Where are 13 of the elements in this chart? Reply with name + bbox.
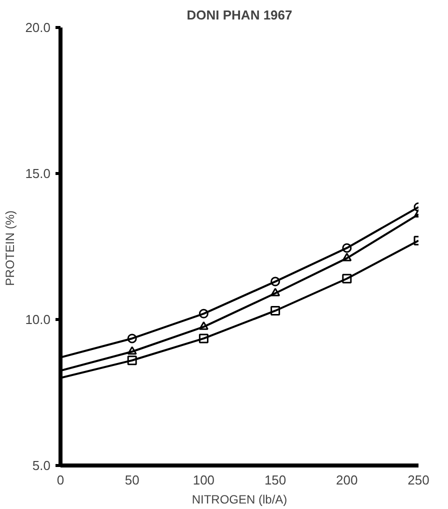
x-tick-label: 0 bbox=[56, 472, 64, 488]
x-tick-label: 50 bbox=[124, 472, 140, 488]
y-tick-label: 10.0 bbox=[25, 312, 51, 327]
y-tick-label: 15.0 bbox=[25, 166, 51, 181]
x-tick-label: 250 bbox=[408, 472, 430, 488]
chart-title: DONI PHAN 1967 bbox=[186, 8, 292, 22]
y-tick-label: 5.0 bbox=[32, 458, 51, 473]
y-axis-title: PROTEIN (%) bbox=[3, 210, 18, 286]
x-tick-label: 200 bbox=[336, 472, 358, 488]
y-tick-label: 20.0 bbox=[25, 20, 51, 35]
x-axis-title: NITROGEN (lb/A) bbox=[192, 492, 288, 506]
x-tick-label: 150 bbox=[264, 472, 286, 488]
x-tick-label: 100 bbox=[192, 472, 215, 488]
